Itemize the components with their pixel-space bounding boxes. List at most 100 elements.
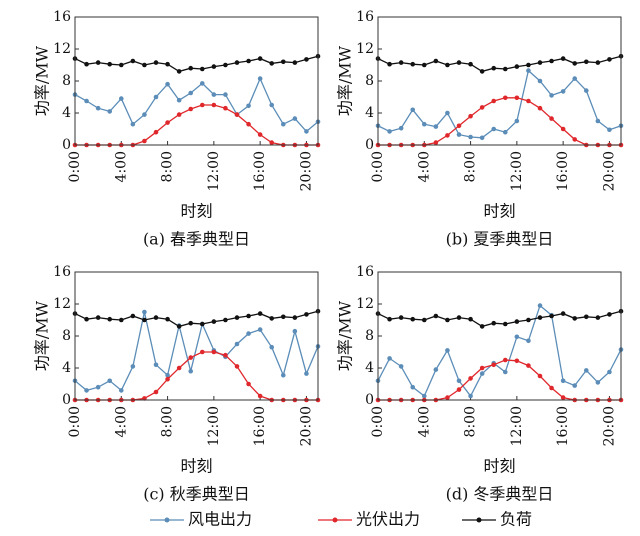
x-tick-label: 8:00 xyxy=(463,406,479,437)
x-tick-label: 12:00 xyxy=(509,151,525,191)
point xyxy=(118,388,124,393)
point xyxy=(280,121,286,127)
point xyxy=(188,320,194,326)
point xyxy=(549,93,554,98)
point xyxy=(560,56,566,61)
point xyxy=(433,367,439,372)
point xyxy=(468,113,473,119)
point xyxy=(304,371,309,376)
point xyxy=(491,65,497,71)
point xyxy=(491,98,497,104)
point xyxy=(257,311,263,316)
x-tick-label: 0:00 xyxy=(67,151,83,182)
point xyxy=(130,121,136,127)
point xyxy=(491,320,497,326)
point xyxy=(468,316,473,322)
x-axis-label: 时刻 xyxy=(483,202,515,221)
point xyxy=(607,57,612,62)
chart-title: (c) 秋季典型日 xyxy=(143,485,250,504)
point xyxy=(572,61,578,66)
point xyxy=(165,376,170,382)
point xyxy=(583,88,589,93)
x-tick-label: 16:00 xyxy=(252,151,268,191)
point xyxy=(257,76,263,81)
point xyxy=(165,81,170,87)
series-line xyxy=(377,304,622,398)
point xyxy=(234,60,240,65)
point xyxy=(107,61,113,67)
plot-frame xyxy=(377,16,622,146)
point xyxy=(549,58,554,64)
y-tick-label: 0 xyxy=(62,392,71,408)
point xyxy=(142,309,147,315)
point xyxy=(514,118,520,124)
plot-frame xyxy=(74,271,319,401)
x-tick-label: 0:00 xyxy=(370,151,386,182)
point xyxy=(257,132,263,137)
point xyxy=(468,376,473,381)
point xyxy=(95,384,101,390)
point xyxy=(176,97,182,103)
point xyxy=(269,140,275,145)
point xyxy=(118,96,124,101)
x-tick-label: 4:00 xyxy=(416,406,432,437)
legend-marker xyxy=(476,517,482,523)
point xyxy=(549,385,554,391)
x-tick-label: 8:00 xyxy=(160,406,176,437)
point xyxy=(445,348,450,353)
y-axis-label: 功率/MW xyxy=(336,45,355,116)
series-line xyxy=(74,55,319,73)
y-tick-label: 0 xyxy=(365,392,374,408)
point xyxy=(479,69,485,74)
point xyxy=(246,121,251,127)
point xyxy=(188,355,194,360)
y-tick-label: 4 xyxy=(62,105,71,121)
point xyxy=(583,368,589,373)
point xyxy=(176,69,182,74)
chart-title: (a) 春季典型日 xyxy=(143,230,250,249)
point xyxy=(304,312,309,317)
point xyxy=(269,102,275,108)
point xyxy=(118,317,124,323)
point xyxy=(199,66,205,72)
point xyxy=(84,98,89,104)
x-tick-label: 20:00 xyxy=(601,151,617,191)
y-tick-label: 12 xyxy=(356,41,374,57)
point xyxy=(537,373,543,379)
point xyxy=(188,368,194,374)
point xyxy=(304,129,309,134)
series-line xyxy=(377,55,622,73)
point xyxy=(95,315,101,320)
point xyxy=(223,105,228,111)
y-tick-label: 8 xyxy=(365,73,374,89)
y-axis-label: 功率/MW xyxy=(336,300,355,371)
point xyxy=(479,135,485,141)
point xyxy=(537,78,543,84)
series-line xyxy=(377,310,622,328)
point xyxy=(292,315,298,320)
y-tick-label: 16 xyxy=(53,9,71,25)
point xyxy=(514,334,520,340)
point xyxy=(479,371,485,376)
y-tick-label: 4 xyxy=(365,105,374,121)
point xyxy=(468,134,473,140)
point xyxy=(107,378,113,384)
point xyxy=(153,389,159,395)
point xyxy=(84,316,89,322)
y-tick-label: 8 xyxy=(62,328,71,344)
x-tick-label: 20:00 xyxy=(601,406,617,446)
point xyxy=(595,118,601,124)
point xyxy=(304,57,309,62)
point xyxy=(211,349,217,355)
point xyxy=(526,338,531,344)
point xyxy=(410,316,416,322)
point xyxy=(572,383,578,388)
point xyxy=(572,76,578,81)
point xyxy=(199,81,205,86)
x-axis-label: 时刻 xyxy=(180,202,212,221)
point xyxy=(223,352,228,358)
point xyxy=(526,363,531,368)
y-tick-label: 16 xyxy=(356,264,374,280)
point xyxy=(165,120,170,125)
series-line xyxy=(74,310,319,328)
